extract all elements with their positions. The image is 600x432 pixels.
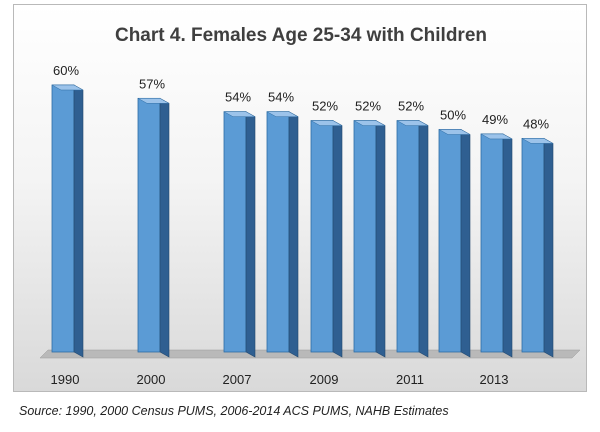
x-tick-label-2013: 2013 [480, 372, 509, 387]
bar-top [521, 138, 554, 144]
bar-front [480, 133, 504, 353]
x-tick-label-2011: 2011 [396, 372, 424, 387]
data-label-2012: 50% [440, 108, 466, 123]
bar-front [223, 111, 247, 353]
bar-2012 [438, 128, 471, 358]
chart-title: Chart 4. Females Age 25-34 with Children [114, 25, 487, 46]
data-label-2013: 49% [482, 112, 508, 127]
data-label-2000: 57% [139, 76, 165, 91]
bar-top [396, 120, 429, 126]
bar-front [521, 137, 545, 353]
bar-side [418, 120, 429, 358]
bar-chart: 60% 57% 54% 54% 52% 52% 52% 50% 49% 48% 1990 2000 2… [39, 63, 581, 387]
bar-front [396, 120, 420, 353]
bar-2014 [521, 137, 554, 358]
bar-2008 [266, 111, 299, 358]
bar-side [288, 111, 299, 358]
source-note: Source: 1990, 2000 Census PUMS, 2006-201… [19, 404, 449, 418]
bar-side [332, 120, 343, 358]
data-label-2010: 52% [355, 99, 381, 114]
bar-front [310, 120, 334, 353]
data-label-2007: 54% [225, 90, 251, 105]
data-label-2014: 48% [523, 116, 549, 131]
bar-front [353, 120, 377, 353]
x-tick-label-2000: 2000 [137, 372, 166, 387]
bar-top [480, 133, 513, 140]
x-tick-label-2007: 2007 [223, 372, 252, 387]
bar-2010 [353, 120, 386, 358]
bar-side [460, 128, 471, 358]
bar-2000 [137, 97, 170, 358]
bar-2011 [396, 120, 429, 358]
bar-front [266, 111, 290, 353]
bar-front [137, 97, 161, 353]
bar-2009 [310, 120, 343, 358]
bar-front [51, 84, 75, 353]
bar-2013 [480, 133, 513, 358]
bar-side [543, 137, 554, 358]
data-label-2009: 52% [312, 99, 338, 114]
data-label-1990: 60% [53, 63, 79, 78]
bar-side [375, 120, 386, 358]
bar-1990 [51, 84, 84, 358]
data-label-2008: 54% [268, 90, 294, 105]
bar-top [266, 111, 299, 117]
bar-top [310, 120, 343, 126]
x-tick-label-1990: 1990 [51, 372, 80, 387]
bar-2007 [223, 111, 256, 358]
bar-side [159, 97, 170, 358]
bar-top [353, 120, 386, 126]
bar-top [137, 98, 170, 104]
bar-side [245, 111, 256, 358]
bar-side [73, 84, 84, 358]
data-label-2011: 52% [398, 99, 424, 114]
bar-side [502, 133, 513, 358]
bar-top [438, 129, 471, 135]
bar-front [438, 129, 462, 353]
x-tick-label-2009: 2009 [310, 372, 339, 387]
bar-top [51, 84, 84, 91]
bar-top [223, 111, 256, 117]
chart-frame: Chart 4. Females Age 25-34 with Children… [13, 4, 587, 392]
